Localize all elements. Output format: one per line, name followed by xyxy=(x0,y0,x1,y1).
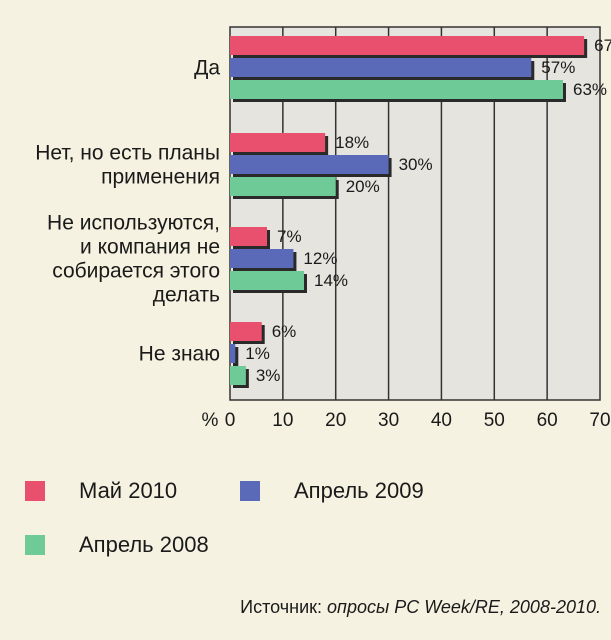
category-label: делать xyxy=(153,284,220,307)
legend-label: Апрель 2009 xyxy=(294,478,424,503)
category-label: и компания не xyxy=(80,236,220,259)
legend-swatch xyxy=(240,481,260,501)
category-label: Нет, но есть планы xyxy=(35,142,220,165)
bars xyxy=(230,36,588,388)
bar xyxy=(230,155,389,174)
bar-chart: 0 10 20 30 40 50 60 70% 67% 57% 63% Да 18% 30% 20% Нет,… xyxy=(35,26,611,431)
legend-swatch xyxy=(25,535,45,555)
labels: 0 10 20 30 40 50 60 70% 67% 57% 63% Да 18% 30% 20% Нет,… xyxy=(35,36,611,431)
legend-label: Май 2010 xyxy=(79,478,178,503)
x-tick-label: 10 xyxy=(272,410,293,431)
legend-swatch xyxy=(25,481,45,501)
bar xyxy=(230,133,326,152)
bar-value-label: 18% xyxy=(335,133,369,152)
legend-item-april-2008: Апрель 2008 xyxy=(25,532,209,558)
bar xyxy=(230,177,336,196)
source-prefix: Источник: xyxy=(240,597,328,617)
bar xyxy=(230,249,294,268)
category-label: Не знаю xyxy=(139,343,220,366)
bar xyxy=(230,271,304,290)
bar-value-label: 3% xyxy=(256,366,281,385)
bar-shadow xyxy=(233,347,239,366)
x-axis-unit: % xyxy=(202,410,219,431)
bar-value-label: 1% xyxy=(245,344,270,363)
x-tick-label: 20 xyxy=(325,410,346,431)
bar xyxy=(230,58,532,77)
bar xyxy=(230,36,585,55)
x-tick-label: 60 xyxy=(537,410,558,431)
bar-value-label: 57% xyxy=(541,58,575,77)
source-note: Источник: опросы PC Week/RE, 2008-2010. xyxy=(240,597,601,618)
x-tick-label: 70 xyxy=(589,410,610,431)
bar-value-label: 14% xyxy=(314,271,348,290)
category-label: Не используются, xyxy=(47,212,220,235)
bar-value-label: 63% xyxy=(573,80,607,99)
x-tick-label: 40 xyxy=(431,410,452,431)
bar xyxy=(230,227,267,246)
bar-value-label: 12% xyxy=(303,249,337,268)
bar xyxy=(230,344,236,363)
legend: Май 2010 Апрель 2009 Апрель 2008 xyxy=(0,470,611,580)
x-tick-label: 50 xyxy=(484,410,505,431)
source-text: опросы PC Week/RE, 2008-2010. xyxy=(327,597,601,617)
x-tick-label: 0 xyxy=(225,410,236,431)
bar-value-label: 6% xyxy=(272,322,297,341)
bar xyxy=(230,80,563,99)
x-tick-label: 30 xyxy=(378,410,399,431)
bar-value-label: 67% xyxy=(594,36,611,55)
category-label: применения xyxy=(101,166,220,189)
legend-label: Апрель 2008 xyxy=(79,532,209,557)
bar-value-label: 7% xyxy=(277,227,302,246)
legend-item-april-2009: Апрель 2009 xyxy=(240,478,424,504)
category-label: Да xyxy=(194,57,220,80)
bar xyxy=(230,366,246,385)
bar-value-label: 20% xyxy=(346,177,380,196)
bar-value-label: 30% xyxy=(399,155,433,174)
legend-item-may-2010: Май 2010 xyxy=(25,478,177,504)
bar xyxy=(230,322,262,341)
category-label: собирается этого xyxy=(52,260,220,283)
